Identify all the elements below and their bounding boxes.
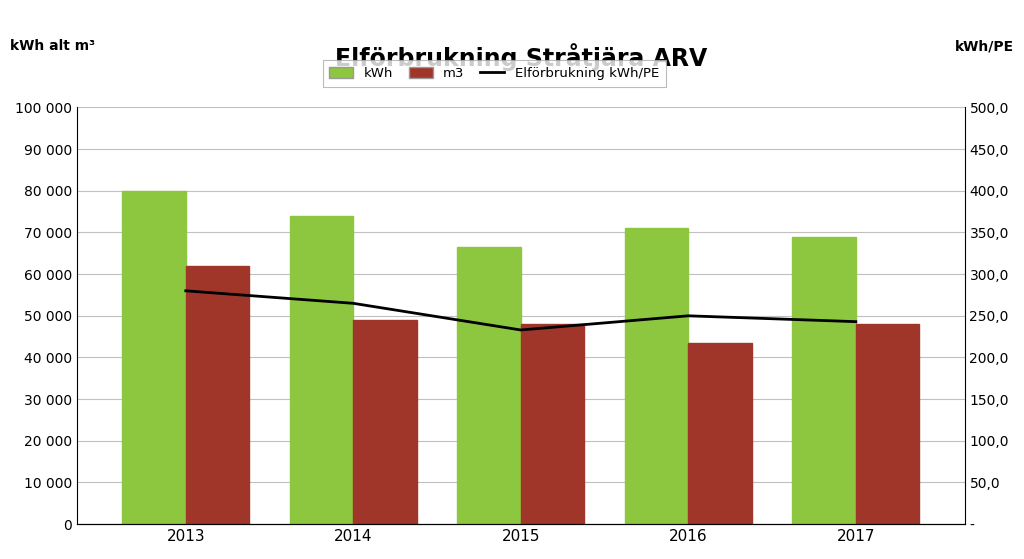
Text: kWh alt m³: kWh alt m³ [10, 39, 95, 53]
Bar [856, 324, 920, 524]
Bar [521, 324, 585, 524]
Elförbrukning kWh/PE [179, 287, 191, 294]
Bar [290, 216, 353, 524]
Bar [122, 191, 185, 524]
Legend: kWh, m3, Elförbrukning kWh/PE: kWh, m3, Elförbrukning kWh/PE [323, 60, 666, 87]
Bar [457, 247, 521, 524]
Bar [688, 343, 752, 524]
Bar [793, 236, 856, 524]
Title: Elförbrukning Stråtjära ARV: Elförbrukning Stråtjära ARV [335, 43, 707, 71]
Line: Elförbrukning kWh/PE: Elförbrukning kWh/PE [185, 291, 856, 330]
Bar [625, 228, 688, 524]
Bar [353, 320, 417, 524]
Text: kWh/PE: kWh/PE [954, 39, 1014, 53]
Elförbrukning kWh/PE [515, 326, 527, 333]
Elförbrukning kWh/PE [347, 300, 359, 307]
Elförbrukning kWh/PE [850, 318, 862, 325]
Bar [185, 266, 250, 524]
Elförbrukning kWh/PE [682, 312, 694, 319]
